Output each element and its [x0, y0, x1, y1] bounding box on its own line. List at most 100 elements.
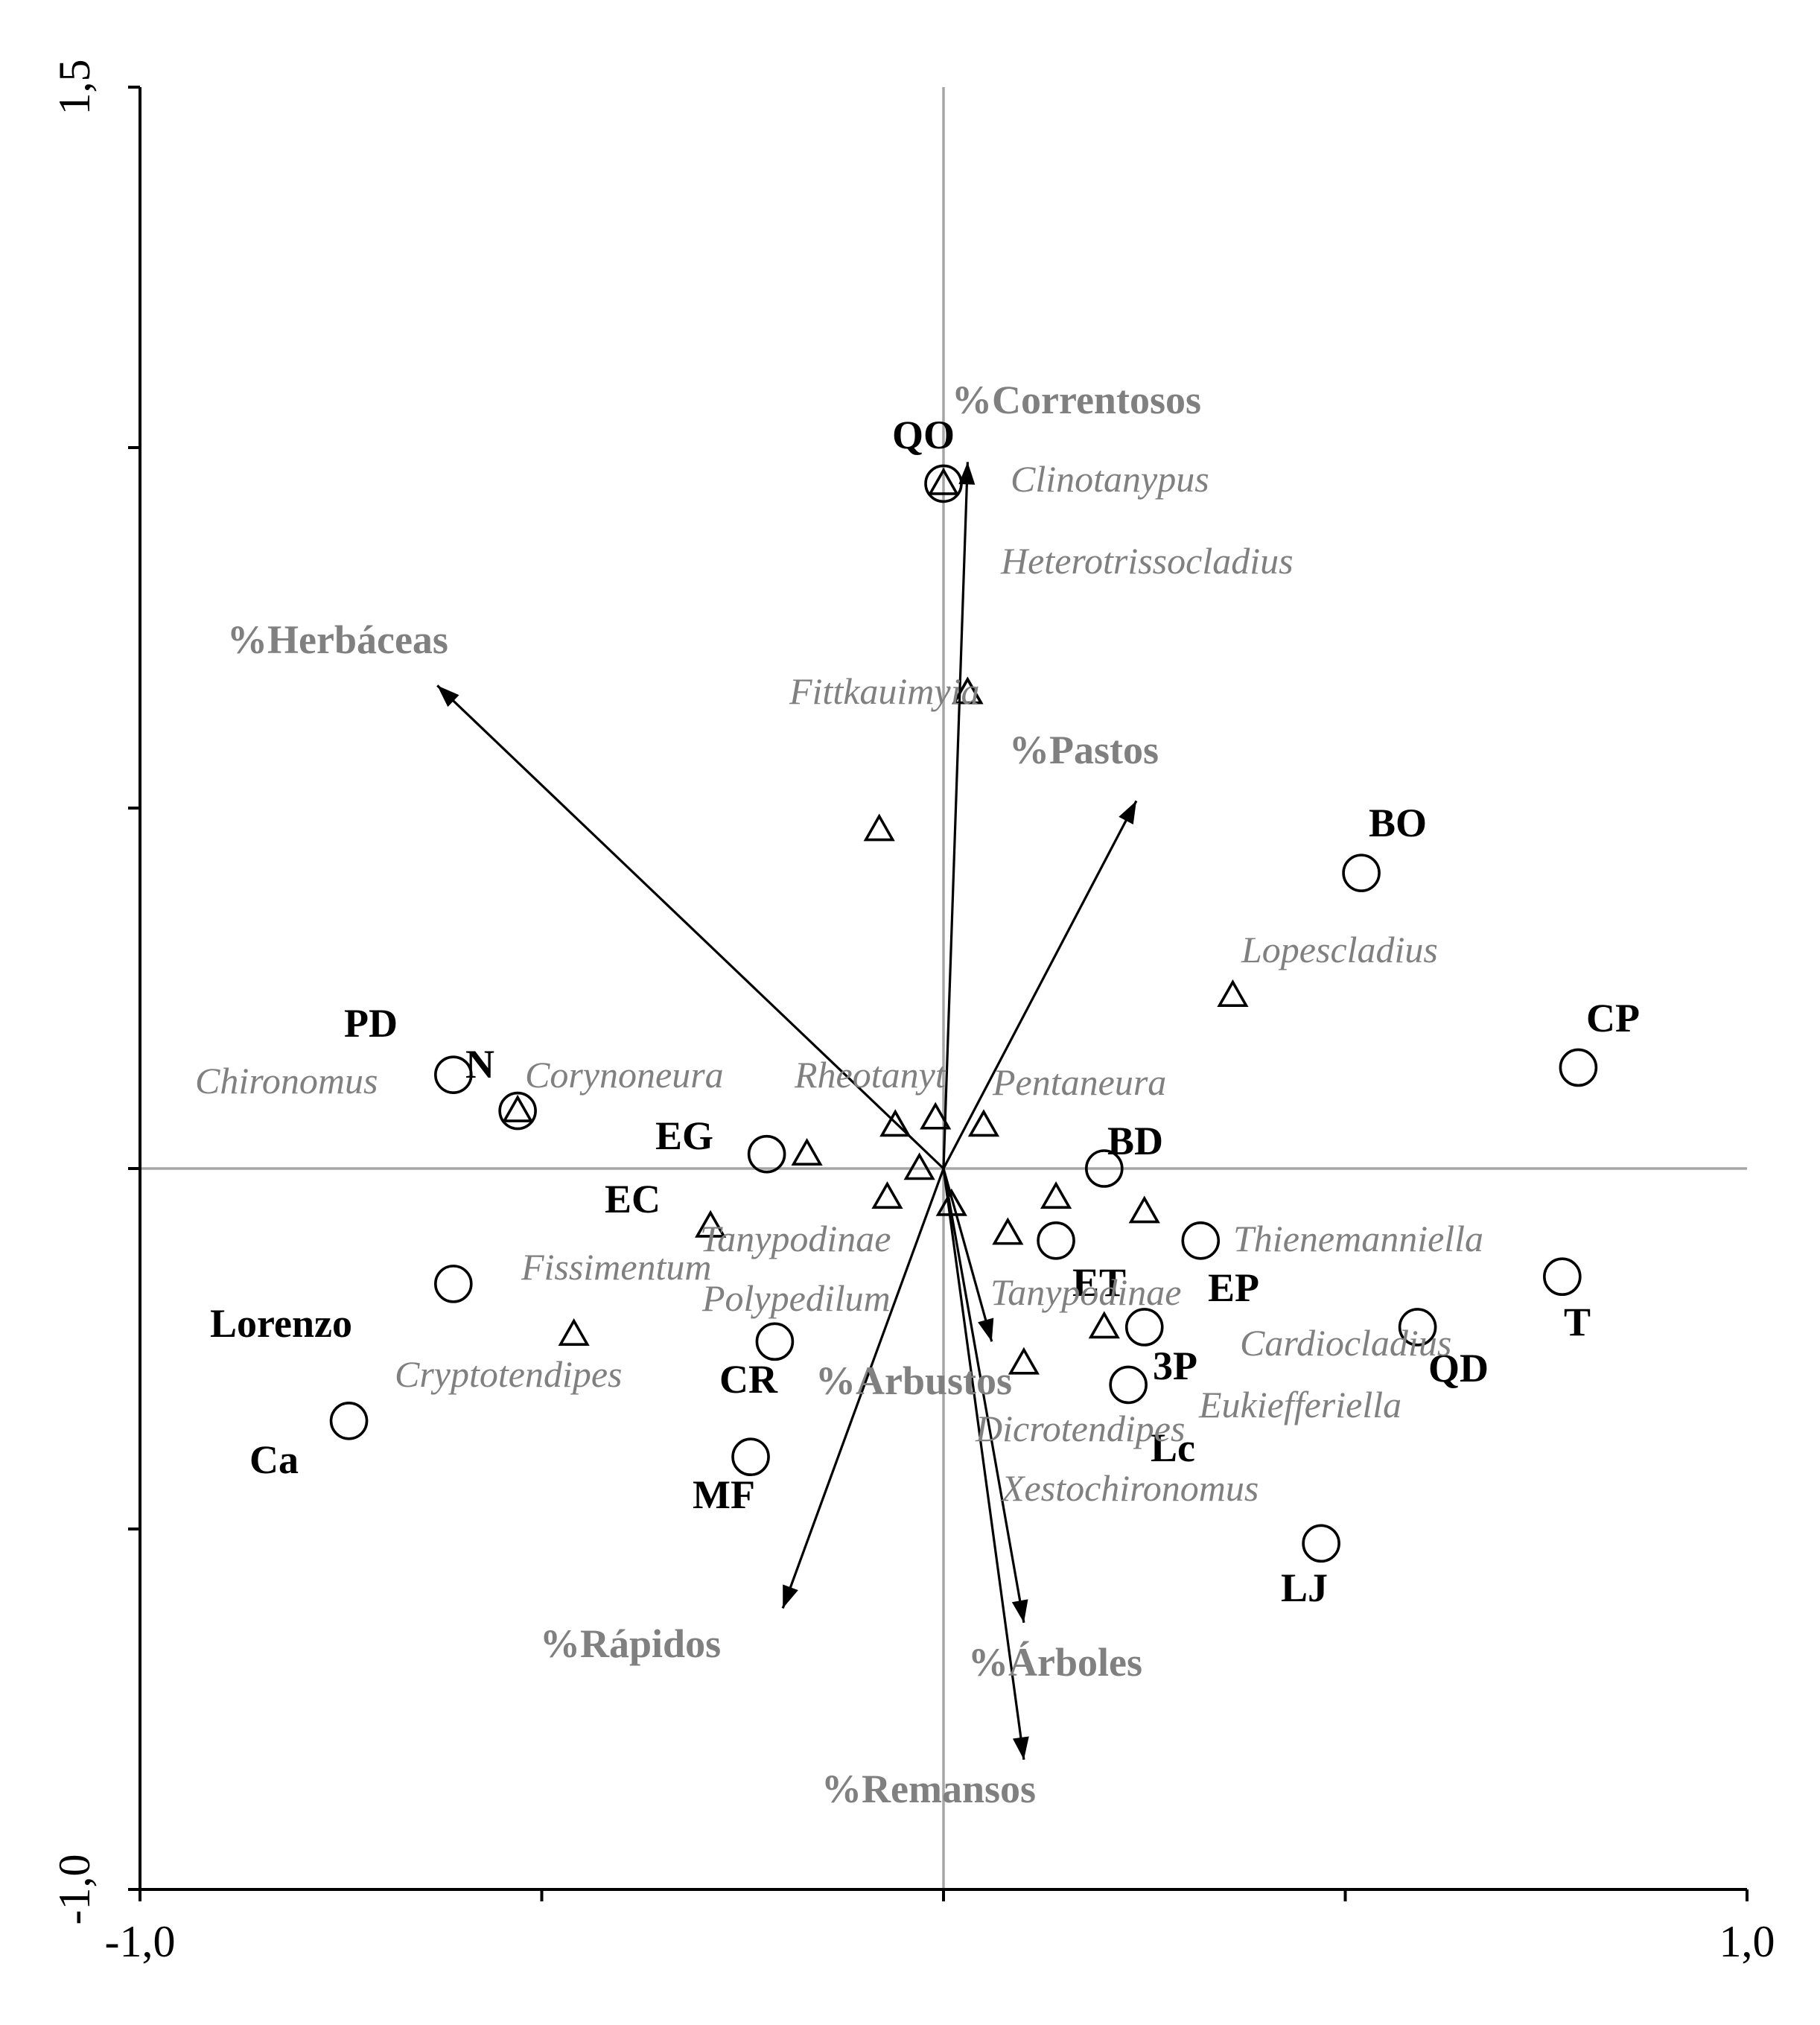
species-label-6: Corynoneura — [525, 1054, 724, 1096]
site-point-4 — [498, 1091, 537, 1131]
env-vector-line — [436, 684, 945, 1170]
species-point-0 — [927, 467, 960, 495]
species-point-17 — [558, 1318, 590, 1346]
site-point-11 — [434, 1265, 473, 1303]
species-label-9: Pentaneura — [992, 1061, 1166, 1103]
site-label-17: LJ — [1281, 1565, 1328, 1610]
species-point-2 — [952, 676, 984, 705]
site-label-15: Ca — [249, 1437, 299, 1482]
zero-lines — [140, 87, 1747, 1889]
species-point-10 — [903, 1152, 935, 1180]
site-point-10 — [1398, 1308, 1437, 1347]
env-vector-0 — [942, 462, 976, 1169]
site-point-3 — [434, 1055, 473, 1094]
species-label-7: Rheotanyt — [794, 1054, 946, 1096]
site-point-8 — [1037, 1221, 1075, 1260]
site-label-extra-2: Lc — [1151, 1425, 1195, 1470]
env-vector-4 — [781, 1168, 945, 1609]
env-vector-line — [942, 462, 969, 1169]
species-point-19 — [1008, 1347, 1040, 1375]
site-point-7 — [1543, 1257, 1582, 1296]
site-point-15 — [329, 1402, 369, 1440]
species-point-9 — [967, 1109, 1000, 1137]
species-label-extra-3: Eukiefferiella — [1198, 1384, 1401, 1425]
species-point-6 — [791, 1138, 823, 1166]
site-point-2 — [1559, 1048, 1598, 1087]
site-label-extra-1: EC — [605, 1177, 661, 1221]
site-point-16 — [731, 1437, 770, 1476]
species-point-3 — [863, 813, 895, 842]
site-label-16: MF — [693, 1472, 755, 1517]
species-point-8 — [920, 1101, 952, 1130]
site-label-13: CR — [719, 1357, 778, 1402]
species-label-extra-5: Xestochironomus — [1000, 1467, 1259, 1509]
site-point-9 — [1181, 1221, 1221, 1260]
env-label-4: %Rápidos — [540, 1621, 721, 1666]
species-point-15 — [1040, 1181, 1072, 1209]
site-points — [329, 464, 1598, 1563]
env-vector-arrowhead — [1119, 801, 1136, 824]
env-vector-arrowhead — [783, 1584, 798, 1609]
env-label-6: %Remansos — [821, 1767, 1036, 1811]
env-vector-arrowhead — [1011, 1599, 1028, 1623]
site-point-17 — [1302, 1524, 1340, 1563]
species-label-5: Chironomus — [195, 1060, 378, 1101]
species-point-16 — [1128, 1195, 1160, 1224]
env-vector-6 — [942, 1168, 1029, 1760]
y-tick-label-max: 1,5 — [50, 60, 99, 115]
species-point-5 — [502, 1094, 534, 1122]
site-point-13 — [755, 1322, 795, 1361]
env-label-1: %Herbáceas — [227, 617, 448, 662]
labels: %Correntosos %Herbáceas %Pastos %Arbustos %R… — [195, 378, 1640, 1811]
env-vectors — [436, 462, 1138, 1760]
site-label-4: N — [465, 1042, 494, 1087]
site-label-10: QD — [1428, 1346, 1489, 1390]
env-vector-line — [942, 1168, 1025, 1624]
env-vector-line — [781, 1168, 945, 1609]
species-points — [502, 467, 1249, 1375]
species-label-extra-4: Dicrotendipes — [975, 1408, 1185, 1449]
site-label-extra-0: Lorenzo — [210, 1301, 352, 1346]
species-label-extra-1: Thienemanniella — [1233, 1218, 1483, 1259]
env-vector-line — [942, 800, 1138, 1169]
site-label-6: BD — [1107, 1119, 1163, 1163]
species-label-0: Clinotanypus — [1011, 458, 1209, 500]
species-label-4: Lopescladius — [1241, 929, 1438, 970]
site-label-5: EG — [655, 1113, 713, 1158]
x-tick-label-min: -1,0 — [105, 1917, 176, 1966]
species-point-18 — [1088, 1311, 1120, 1339]
env-vector-arrowhead — [1012, 1736, 1029, 1760]
env-label-0: %Correntosos — [952, 378, 1201, 422]
site-point-0 — [924, 464, 963, 503]
y-tick-label-min: -1,0 — [50, 1854, 99, 1925]
species-label-18: Tanypodinae — [990, 1271, 1182, 1313]
species-point-14 — [992, 1217, 1024, 1245]
env-vector-line — [942, 1168, 1025, 1760]
site-label-8: ET — [1072, 1260, 1126, 1305]
species-point-12 — [935, 1188, 967, 1216]
site-point-12 — [1124, 1308, 1164, 1347]
x-tick-label-max: 1,0 — [1719, 1917, 1775, 1966]
species-point-13 — [694, 1209, 727, 1238]
site-point-6 — [1085, 1149, 1124, 1188]
env-vector-5 — [942, 1168, 1028, 1624]
env-vector-1 — [436, 684, 945, 1170]
site-point-14 — [1109, 1365, 1148, 1405]
site-label-7: T — [1564, 1300, 1591, 1344]
env-vector-arrowhead — [437, 685, 459, 708]
species-label-17: Cryptotendipes — [395, 1353, 623, 1395]
site-label-2: CP — [1586, 996, 1640, 1040]
site-point-5 — [747, 1134, 786, 1174]
axes: -1,0 1,0 1,5 -1,0 — [50, 60, 1775, 1967]
species-point-11 — [871, 1181, 903, 1209]
site-label-1: BO — [1369, 801, 1427, 845]
species-label-14: Tanypodinae — [700, 1218, 891, 1259]
env-label-2: %Pastos — [1009, 728, 1159, 772]
env-label-3: %Arbustos — [815, 1358, 1012, 1403]
site-label-3: PD — [344, 1001, 398, 1046]
env-vector-arrowhead — [978, 1317, 994, 1342]
env-vector-2 — [942, 800, 1138, 1169]
site-label-14: 3P — [1153, 1344, 1197, 1388]
env-vector-line — [942, 1168, 993, 1342]
